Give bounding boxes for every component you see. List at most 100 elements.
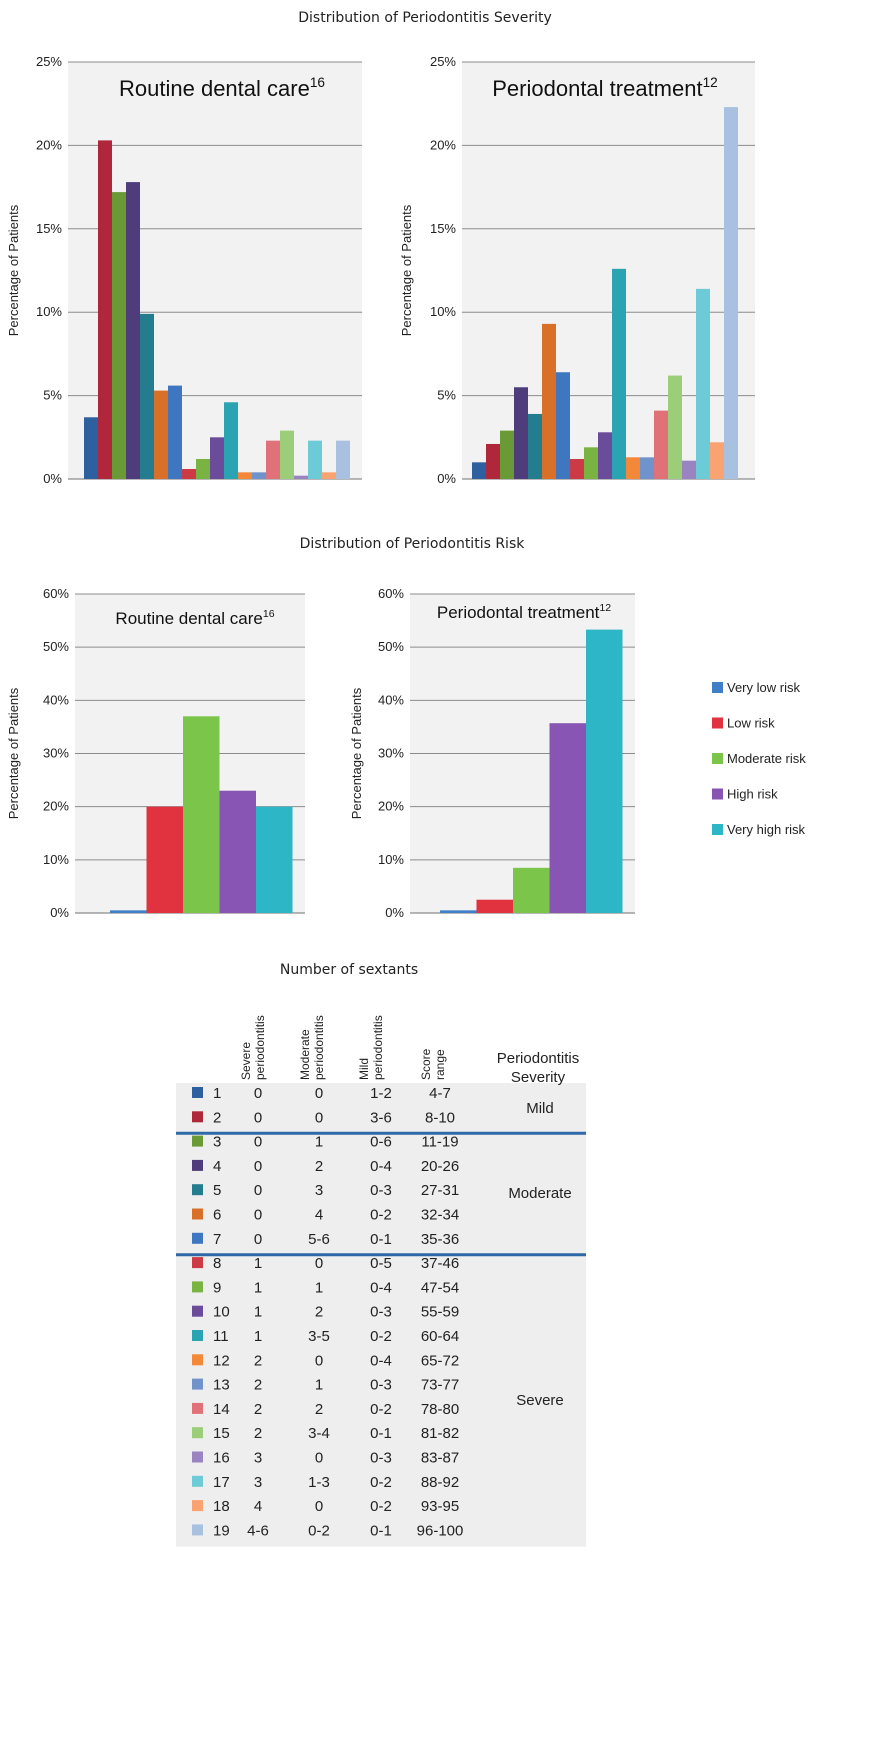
cell-mild: 0-3 — [370, 1182, 392, 1199]
bar-very-high-risk — [586, 629, 623, 913]
bar-12 — [626, 457, 640, 479]
bar-3 — [112, 192, 126, 479]
column-header-line: periodontitis — [253, 1015, 267, 1080]
cell-score: 8-10 — [425, 1109, 455, 1126]
cell-moderate: 0 — [315, 1255, 323, 1272]
severity-chart-routine: 0% 5% 10% 15% 20% 25% Percentage of Patients Ro… — [6, 54, 362, 486]
y-tick-label: 15% — [36, 221, 62, 236]
y-tick-label: 60% — [378, 586, 404, 601]
legend-swatch — [712, 788, 723, 800]
cell-id: 5 — [213, 1182, 221, 1199]
bar-16 — [682, 460, 696, 479]
cell-moderate: 2 — [315, 1401, 323, 1418]
cell-severe: 4-6 — [247, 1522, 269, 1539]
cell-mild: 0-5 — [370, 1255, 392, 1272]
bar-6 — [542, 323, 556, 479]
severity-group-label: Severe — [516, 1392, 564, 1409]
row-swatch — [192, 1087, 203, 1098]
risk-chart-treatment: 0% 10% 20% 30% 40% 50% 60% Percentage of Patien… — [349, 586, 635, 920]
panel-title-superscript: 16 — [310, 75, 325, 90]
column-header: Scorerange — [419, 1048, 447, 1080]
panel-title: Routine dental care16 — [119, 75, 325, 101]
cell-id: 7 — [213, 1231, 221, 1248]
y-tick-label: 50% — [43, 639, 69, 654]
panel-title: Periodontal treatment12 — [437, 602, 611, 622]
y-tick-label: 5% — [437, 388, 456, 403]
row-swatch — [192, 1232, 203, 1244]
cell-score: 47-54 — [421, 1279, 459, 1296]
panel-title: Routine dental care16 — [115, 608, 274, 628]
column-header-line: periodontitis — [371, 1015, 385, 1080]
cell-score: 93-95 — [421, 1498, 459, 1515]
cell-severe: 1 — [254, 1255, 262, 1272]
cell-moderate: 0-2 — [308, 1522, 330, 1539]
column-header: Severeperiodontitis — [239, 1015, 267, 1080]
bar-high-risk — [549, 723, 586, 913]
bar-10 — [210, 437, 224, 479]
y-tick-label: 40% — [43, 692, 69, 707]
panel-title-superscript: 12 — [703, 75, 718, 90]
bar-moderate-risk — [183, 716, 220, 913]
severity-group-label: Mild — [526, 1100, 554, 1117]
y-tick-label: 30% — [378, 746, 404, 761]
cell-severe: 3 — [254, 1474, 262, 1491]
cell-id: 8 — [213, 1255, 221, 1272]
risk-legend: Very low risk Low risk Moderate risk High r… — [712, 680, 806, 837]
cell-moderate: 1-3 — [308, 1474, 330, 1491]
cell-score: 55-59 — [421, 1304, 459, 1321]
y-tick-label: 25% — [36, 54, 62, 69]
cell-severe: 3 — [254, 1450, 262, 1467]
cell-moderate: 2 — [315, 1158, 323, 1175]
cell-mild: 0-4 — [370, 1158, 392, 1175]
cell-severe: 2 — [254, 1352, 262, 1369]
cell-mild: 0-2 — [370, 1498, 392, 1515]
cell-moderate: 0 — [315, 1085, 323, 1102]
y-tick-label: 20% — [430, 137, 456, 152]
y-tick-label: 40% — [378, 692, 404, 707]
cell-severe: 2 — [254, 1425, 262, 1442]
bar-4 — [514, 387, 528, 479]
risk-chart-routine: 0% 10% 20% 30% 40% 50% 60% Percentage of Patien… — [6, 586, 305, 920]
table-title: Number of sextants — [280, 962, 418, 978]
bar-17 — [696, 288, 710, 479]
cell-id: 15 — [213, 1425, 230, 1442]
cell-severe: 0 — [254, 1182, 262, 1199]
cell-id: 16 — [213, 1450, 230, 1467]
row-swatch — [192, 1378, 203, 1390]
y-axis-label: Percentage of Patients — [6, 204, 21, 336]
cell-mild: 0-1 — [370, 1231, 392, 1248]
bar-14 — [266, 440, 280, 479]
y-tick-label: 0% — [50, 905, 69, 920]
bar-18 — [322, 472, 336, 479]
cell-id: 1 — [213, 1085, 221, 1102]
row-swatch — [192, 1159, 203, 1171]
bar-moderate-risk — [513, 867, 550, 913]
cell-score: 73-77 — [421, 1377, 459, 1394]
bar-high-risk — [219, 790, 256, 913]
severity-header-line: Severity — [511, 1069, 566, 1086]
y-tick-label: 10% — [378, 852, 404, 867]
bar-very-high-risk — [256, 806, 293, 913]
cell-id: 19 — [213, 1522, 230, 1539]
bar-low-risk — [146, 806, 183, 913]
cell-score: 96-100 — [417, 1522, 464, 1539]
row-swatch — [192, 1184, 203, 1196]
cell-id: 14 — [213, 1401, 230, 1418]
cell-severe: 0 — [254, 1134, 262, 1151]
cell-moderate: 1 — [315, 1134, 323, 1151]
cell-mild: 0-3 — [370, 1450, 392, 1467]
cell-moderate: 1 — [315, 1377, 323, 1394]
cell-score: 81-82 — [421, 1425, 459, 1442]
row-swatch — [192, 1354, 203, 1366]
row-swatch — [192, 1281, 203, 1293]
cell-score: 83-87 — [421, 1450, 459, 1467]
panel-title: Periodontal treatment12 — [492, 75, 718, 101]
severity-group-label: Moderate — [508, 1185, 571, 1202]
severity-header-line: Periodontitis — [497, 1050, 580, 1067]
cell-severe: 0 — [254, 1109, 262, 1126]
cell-score: 27-31 — [421, 1182, 459, 1199]
row-swatch — [192, 1330, 203, 1341]
bar-low-risk — [476, 899, 513, 913]
bar-13 — [252, 472, 266, 479]
row-swatch — [192, 1135, 203, 1147]
